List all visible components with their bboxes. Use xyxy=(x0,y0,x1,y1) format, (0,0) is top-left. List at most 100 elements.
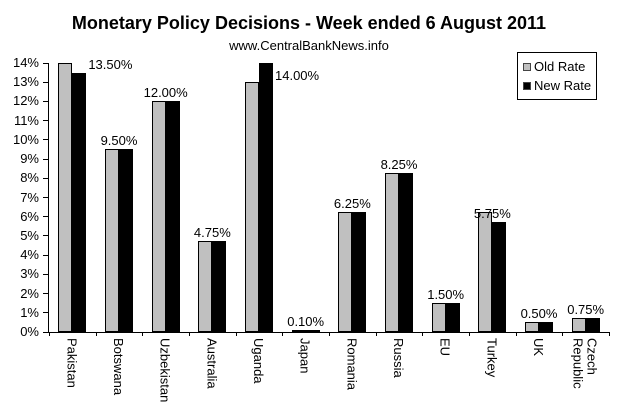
bar-old-rate xyxy=(291,330,306,332)
y-axis-label: 7% xyxy=(20,189,39,205)
y-axis-labels: 14% 13% 12% 11% 10% 9% 8% 7% 6% 5% 4% 3% 2% 1% 0% xyxy=(0,56,44,339)
y-axis-label: 10% xyxy=(12,131,39,147)
x-axis-tick xyxy=(422,332,424,336)
y-axis-tick xyxy=(43,216,48,218)
y-axis-tick xyxy=(43,273,48,275)
y-axis-tick xyxy=(43,331,48,333)
bar-new-rate xyxy=(72,72,87,332)
y-axis-label: 5% xyxy=(20,227,39,243)
data-label: 14.00% xyxy=(275,68,320,83)
x-axis-tick xyxy=(515,332,517,336)
x-axis-label: Turkey xyxy=(484,338,500,378)
data-label: 6.25% xyxy=(333,195,371,211)
y-axis-tick xyxy=(43,62,48,64)
new-rate-swatch-icon xyxy=(523,81,531,90)
y-axis-tick xyxy=(43,177,48,179)
y-axis-label: 4% xyxy=(20,247,39,263)
x-axis-label: UK xyxy=(531,338,546,357)
y-axis-label: 9% xyxy=(20,151,39,167)
y-axis-label: 6% xyxy=(20,208,39,224)
bar-new-rate xyxy=(585,317,600,332)
data-label: 0.75% xyxy=(567,301,605,317)
x-axis-tick xyxy=(375,332,377,336)
bar-old-rate xyxy=(431,303,446,332)
data-label: 8.25% xyxy=(380,157,418,173)
bar-new-rate xyxy=(165,101,180,332)
x-axis-label: Russia xyxy=(391,338,406,378)
bar-new-rate xyxy=(119,149,133,332)
data-label: 12.00% xyxy=(143,85,188,101)
y-axis-tick xyxy=(43,254,48,256)
bar-new-rate xyxy=(212,240,227,332)
legend: Old Rate New Rate xyxy=(517,52,597,100)
bar-new-rate xyxy=(305,330,320,332)
y-axis-tick xyxy=(43,100,48,102)
legend-item-new-rate: New Rate xyxy=(523,76,592,95)
x-axis-tick xyxy=(235,332,237,336)
x-axis-tick xyxy=(469,332,470,336)
x-axis-label: Uzbekistan xyxy=(157,338,173,403)
chart-subtitle: www.CentralBankNews.info xyxy=(229,38,389,53)
bar-old-rate xyxy=(58,63,73,332)
data-label: 5.75% xyxy=(473,205,511,221)
x-axis-label: Botswana xyxy=(111,338,126,396)
y-axis-tick xyxy=(43,81,48,83)
bar-old-rate xyxy=(478,211,493,332)
bar-old-rate xyxy=(245,82,259,332)
x-axis-tick xyxy=(49,332,50,336)
bar-old-rate xyxy=(525,322,539,332)
plot-area: 13.50% 9.50% 12.00% 4.75% 14.00% 0.10% 6.25% 8.… xyxy=(43,57,610,336)
bar-old-rate xyxy=(571,317,586,332)
data-label: 0.50% xyxy=(520,306,558,322)
bar-old-rate xyxy=(385,173,399,332)
bar-new-rate xyxy=(399,173,413,332)
x-axis-tick xyxy=(562,332,564,336)
x-axis-tick xyxy=(142,332,144,336)
x-axis-label: Japan xyxy=(297,338,313,374)
x-axis-label: Pakistan xyxy=(64,338,80,388)
data-label: 13.50% xyxy=(88,56,133,72)
y-axis-tick xyxy=(43,139,48,141)
bar-old-rate xyxy=(151,101,166,332)
data-label: 4.75% xyxy=(193,224,231,240)
y-axis-tick xyxy=(43,120,48,122)
y-axis-tick xyxy=(43,293,48,295)
y-axis-label: 11% xyxy=(13,112,39,128)
y-axis-label: 13% xyxy=(12,74,39,90)
y-axis-tick xyxy=(43,158,48,160)
legend-item-old-rate: Old Rate xyxy=(523,57,592,76)
y-axis-tick xyxy=(43,312,48,314)
y-axis-label: 2% xyxy=(20,285,39,301)
bar-new-rate xyxy=(539,322,553,332)
bar-new-rate xyxy=(492,221,507,332)
y-axis-tick xyxy=(43,197,48,198)
y-axis-label: 1% xyxy=(20,304,39,320)
x-axis-tick xyxy=(329,332,330,336)
bar-old-rate xyxy=(198,240,213,332)
y-axis-label: 8% xyxy=(20,170,39,186)
x-axis-label: Australia xyxy=(204,338,220,389)
x-axis-tick xyxy=(189,332,190,336)
x-axis-labels: Pakistan Botswana Uzbekistan Australia Ugand… xyxy=(48,338,608,403)
data-label: 1.50% xyxy=(427,287,465,303)
y-axis-tick xyxy=(43,235,48,237)
x-axis-tick xyxy=(282,332,284,336)
x-axis-tick xyxy=(609,332,610,336)
data-label: 9.50% xyxy=(100,133,138,149)
y-axis-label: 3% xyxy=(20,266,39,282)
y-axis-label: 12% xyxy=(12,93,39,109)
x-axis-tick xyxy=(95,332,97,336)
legend-label-new-rate: New Rate xyxy=(534,78,592,93)
bar-new-rate xyxy=(445,303,460,332)
data-label: 0.10% xyxy=(287,314,325,330)
legend-label-old-rate: Old Rate xyxy=(534,59,586,74)
bar-old-rate xyxy=(338,211,353,332)
chart-title: Monetary Policy Decisions - Week ended 6… xyxy=(71,13,547,33)
x-axis-label: EU xyxy=(437,338,453,357)
bar-new-rate xyxy=(259,63,273,332)
y-axis-label: 14% xyxy=(12,55,39,70)
x-axis-label: Uganda xyxy=(251,338,266,384)
bar-new-rate xyxy=(352,211,367,332)
x-axis-label: Romania xyxy=(344,338,360,391)
